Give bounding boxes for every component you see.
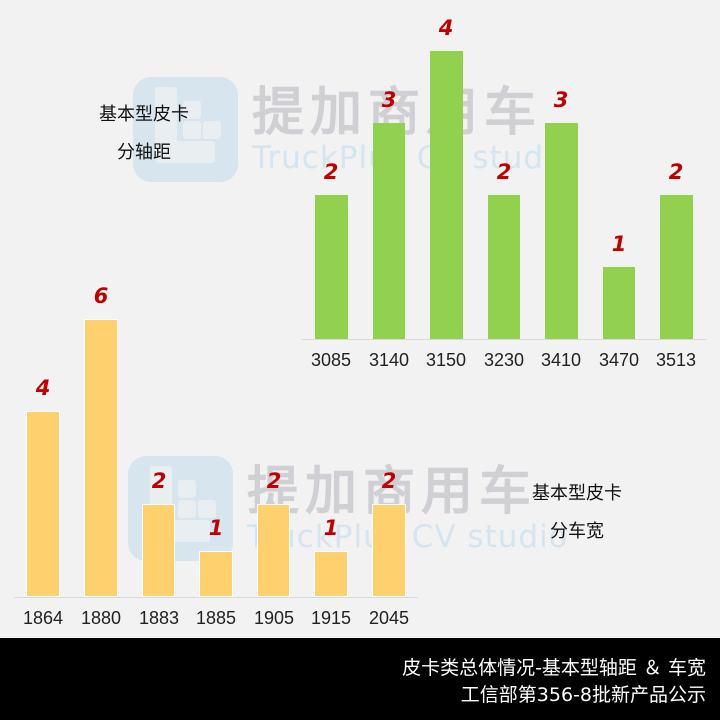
- bar: [430, 51, 463, 339]
- data-label: 6: [93, 284, 109, 308]
- x-tick-label: 3410: [540, 350, 582, 370]
- x-tick-label: 1883: [138, 608, 180, 628]
- x-axis: [14, 597, 418, 598]
- data-label: 1: [323, 516, 339, 540]
- chart-title-line: 基本型皮卡: [532, 483, 622, 504]
- footer-banner: 皮卡类总体情况-基本型轴距 ＆ 车宽 工信部第356-8批新产品公示: [0, 638, 720, 720]
- x-tick-label: 3140: [368, 350, 410, 370]
- bar: [315, 195, 348, 339]
- x-tick-label: 1905: [253, 608, 295, 628]
- footer-title: 皮卡类总体情况-基本型轴距 ＆ 车宽: [402, 657, 706, 679]
- chart-title-line: 分车宽: [550, 521, 604, 542]
- data-label: 3: [553, 88, 569, 112]
- width-chart-title: 基本型皮卡 分车宽: [507, 475, 647, 551]
- x-tick-label: 3085: [310, 350, 352, 370]
- bar: [26, 411, 60, 597]
- x-tick-label: 3150: [425, 350, 467, 370]
- x-tick-label: 1880: [80, 608, 122, 628]
- bar: [84, 319, 118, 597]
- chart-title-line: 分轴距: [117, 142, 171, 163]
- data-label: 2: [323, 160, 339, 184]
- bar: [488, 195, 520, 339]
- x-tick-label: 1885: [195, 608, 237, 628]
- x-tick-label: 1864: [22, 608, 64, 628]
- data-label: 3: [381, 88, 397, 112]
- bar: [603, 267, 635, 339]
- data-label: 2: [151, 469, 167, 493]
- wheelbase-chart-title: 基本型皮卡 分轴距: [74, 96, 214, 172]
- x-axis: [302, 339, 706, 340]
- x-tick-label: 2045: [368, 608, 410, 628]
- watermark-bottom: 提加商用车 TruckPlus CV studio: [128, 456, 569, 561]
- bar: [660, 195, 693, 339]
- data-label: 1: [208, 516, 224, 540]
- footer-subtitle: 工信部第356-8批新产品公示: [460, 684, 706, 706]
- bar: [199, 551, 233, 597]
- x-tick-label: 1915: [310, 608, 352, 628]
- bar: [545, 123, 578, 339]
- data-label: 4: [438, 16, 454, 40]
- bar: [314, 551, 348, 597]
- x-tick-label: 3230: [483, 350, 525, 370]
- data-label: 1: [611, 232, 627, 256]
- data-label: 2: [496, 160, 512, 184]
- bar: [257, 504, 290, 597]
- bar: [142, 504, 175, 597]
- data-label: 2: [668, 160, 684, 184]
- bar: [372, 504, 406, 597]
- bar: [373, 123, 405, 339]
- data-label: 4: [35, 376, 51, 400]
- x-tick-label: 3513: [655, 350, 697, 370]
- chart-title-line: 基本型皮卡: [99, 104, 189, 125]
- data-label: 2: [381, 469, 397, 493]
- data-label: 2: [266, 469, 282, 493]
- x-tick-label: 3470: [598, 350, 640, 370]
